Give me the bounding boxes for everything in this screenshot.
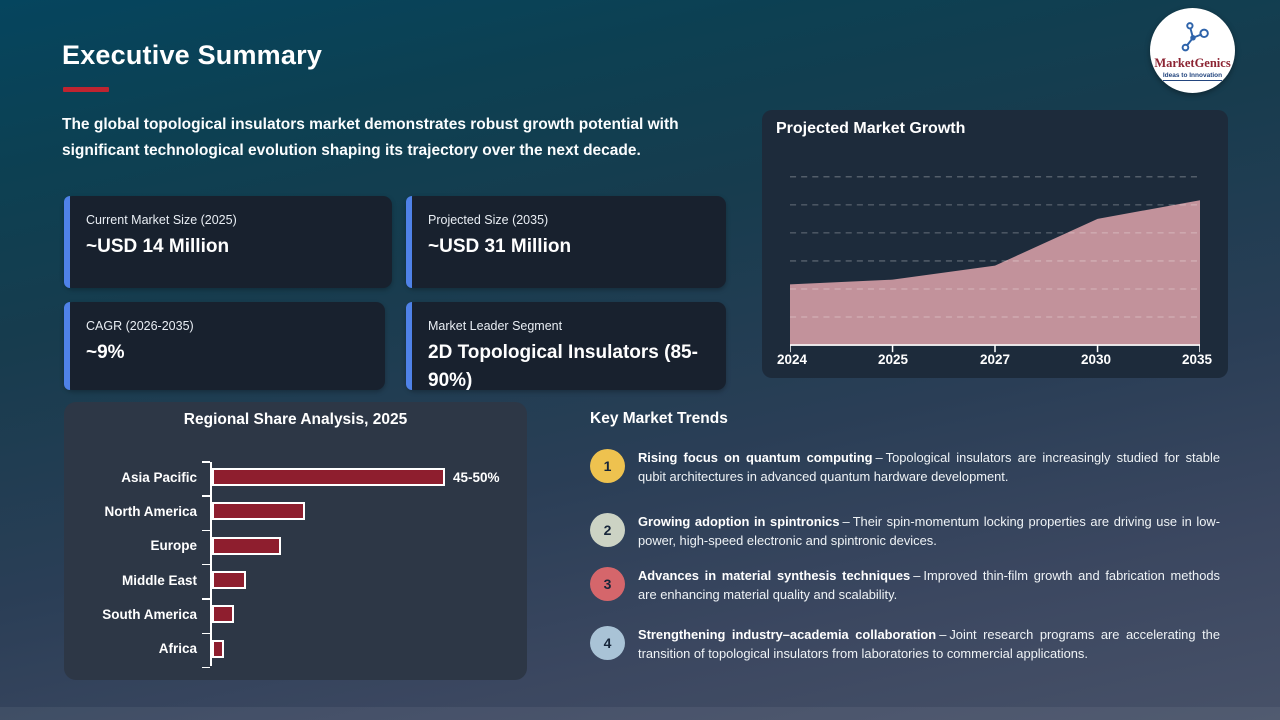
growth-chart-title: Projected Market Growth <box>776 120 966 137</box>
growth-chart-card: Projected Market Growth 2024 2025 2027 2… <box>762 110 1228 378</box>
title-underline <box>63 87 109 92</box>
trend-number-badge: 1 <box>590 449 625 483</box>
dash-separator: – <box>842 514 850 529</box>
bar-category-label: Africa <box>158 641 197 657</box>
page-title: Executive Summary <box>62 40 323 70</box>
category-axis-tick <box>202 529 210 532</box>
bar-category-label: Europe <box>150 538 197 554</box>
category-axis-tick <box>202 495 210 497</box>
bar-value-label: 45-50% <box>453 469 500 485</box>
key-market-trends: Key Market Trends 1 Rising focus on quan… <box>590 410 1222 663</box>
intro-text: The global topological insulators market… <box>62 116 679 159</box>
bar-asia-pacific <box>212 468 445 487</box>
bar-europe <box>212 536 281 555</box>
dash-separator: – <box>875 450 883 465</box>
category-axis-tick <box>202 563 210 566</box>
stat-label: Projected Size (2035) <box>428 213 549 227</box>
bar-row: Middle East <box>80 563 520 597</box>
card-accent-bar <box>64 196 70 288</box>
stat-label: Market Leader Segment <box>428 319 563 333</box>
trend-number-badge: 4 <box>590 626 625 660</box>
trend-number-badge: 2 <box>590 513 625 547</box>
x-tick-label: 2035 <box>1181 352 1213 367</box>
trend-text: Growing adoption in spintronics – Their sp… <box>638 513 1220 550</box>
trend-text: Strengthening industry–academia collabor… <box>638 626 1220 663</box>
logo-brand-text: MarketGenics <box>1154 56 1231 71</box>
stat-card-current-market-size: Current Market Size (2025) ~USD 14 Milli… <box>64 196 392 288</box>
bar-row: North America <box>80 494 520 528</box>
trend-number-badge: 3 <box>590 567 625 601</box>
footer-strip <box>0 707 1280 720</box>
dash-separator: – <box>939 627 947 642</box>
bar-north-america <box>212 502 305 521</box>
trend-title: Strengthening industry–academia collabor… <box>638 627 937 642</box>
trend-text: Advances in material synthesis technique… <box>638 567 1220 604</box>
bar-row: Africa <box>80 631 520 665</box>
stat-value: ~USD 31 Million <box>428 236 572 257</box>
trends-heading: Key Market Trends <box>590 410 728 427</box>
trend-text: Rising focus on quantum computing – Topolo… <box>638 449 1220 486</box>
logo-tagline-text: Ideas to Innovation <box>1162 71 1223 81</box>
category-axis-tick <box>202 632 210 634</box>
molecule-icon <box>1175 20 1211 57</box>
trend-item: 1 Rising focus on quantum computing – Topo… <box>590 449 1222 486</box>
trend-item: 4 Strengthening industry–academia collab… <box>590 626 1222 663</box>
bar-category-label: Asia Pacific <box>121 469 197 485</box>
card-accent-bar <box>406 302 412 390</box>
card-accent-bar <box>64 302 70 390</box>
trend-title: Growing adoption in spintronics <box>638 514 840 529</box>
stat-label: CAGR (2026-2035) <box>86 319 194 333</box>
logo: MarketGenics Ideas to Innovation <box>1150 8 1235 93</box>
trend-title: Rising focus on quantum computing <box>638 450 873 465</box>
category-axis-tick <box>202 666 210 669</box>
stat-value: ~9% <box>86 342 125 363</box>
trend-description: Joint research programs are accelerating… <box>638 627 1220 661</box>
trend-description: Their spin-momentum locking properties a… <box>638 514 1220 548</box>
dash-separator: – <box>913 568 921 583</box>
bar-middle-east <box>212 571 246 590</box>
stat-card-market-leader-segment: Market Leader Segment 2D Topological Ins… <box>406 302 726 391</box>
bar-row: Asia Pacific 45-50% <box>80 460 520 494</box>
stat-card-cagr: CAGR (2026-2035) ~9% <box>64 302 385 390</box>
regional-chart-title: Regional Share Analysis, 2025 <box>183 411 408 428</box>
trend-title: Advances in material synthesis technique… <box>638 568 911 583</box>
category-axis-tick <box>202 461 210 463</box>
trend-item: 3 Advances in material synthesis techniq… <box>590 567 1222 604</box>
trend-item: 2 Growing adoption in spintronics – Their … <box>590 513 1222 550</box>
x-tick-label: 2025 <box>877 352 909 367</box>
bar-category-label: South America <box>102 606 197 622</box>
stat-value: ~USD 14 Million <box>86 236 230 257</box>
x-tick-label: 2030 <box>1080 352 1112 367</box>
trend-description: Improved thin-film growth and fabricatio… <box>638 568 1220 602</box>
trend-description: Topological insulators are increasingly … <box>638 450 1220 484</box>
category-axis-line <box>210 462 212 666</box>
x-tick-label: 2024 <box>776 352 808 367</box>
x-tick-label: 2027 <box>979 352 1011 367</box>
card-accent-bar <box>406 196 412 288</box>
stat-value: 2D Topological Insulators (85-90%) <box>428 342 698 391</box>
bar-row: Europe <box>80 529 520 563</box>
growth-chart-x-axis: 2024 2025 2027 2030 2035 <box>762 352 1228 372</box>
stat-card-projected-size: Projected Size (2035) ~USD 31 Million <box>406 196 726 288</box>
bar-south-america <box>212 605 234 624</box>
category-axis-tick <box>202 598 210 600</box>
bar-category-label: North America <box>104 503 197 519</box>
regional-chart-card: Regional Share Analysis, 2025 Asia Pacif… <box>64 402 527 680</box>
growth-chart-plot <box>789 162 1201 354</box>
bar-category-label: Middle East <box>121 572 197 588</box>
bar-africa <box>212 639 224 658</box>
stat-label: Current Market Size (2025) <box>86 213 237 227</box>
bar-row: South America <box>80 597 520 631</box>
regional-chart-plot: Asia Pacific 45-50% North America Europe… <box>80 460 520 669</box>
